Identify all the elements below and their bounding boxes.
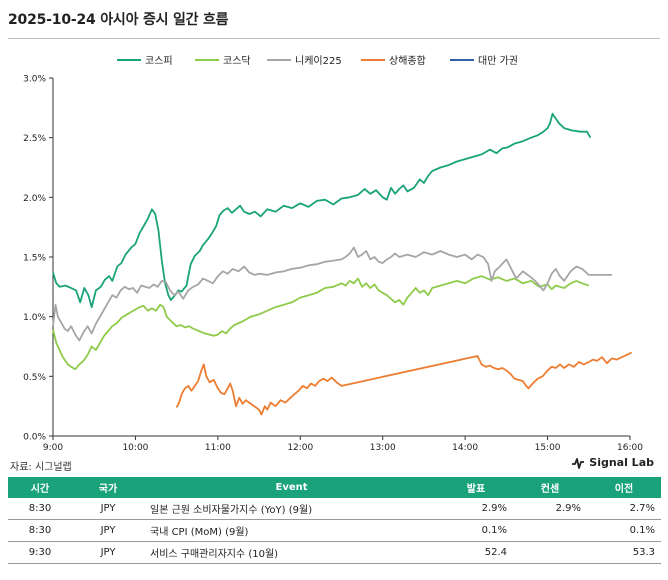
header-time: 시간 — [30, 484, 50, 495]
legend-label: 니케이225 — [295, 55, 342, 67]
economic-events-table: 시간 국가 Event 발표 컨센 이전 8:30 JPY 일본 근원 소비자물… — [8, 477, 661, 564]
cell-event: 국내 CPI (MoM) (9월) — [144, 519, 439, 542]
table-row: 8:30 JPY 국내 CPI (MoM) (9월) 0.1% 0.1% — [8, 519, 661, 542]
header-country: 국가 — [98, 484, 118, 495]
signal-icon — [572, 457, 585, 469]
y-tick-label: 1.5% — [23, 254, 46, 264]
y-tick-label: 0.0% — [23, 433, 46, 443]
y-tick-label: 0.5% — [23, 373, 46, 383]
x-tick-label: 10:00 — [122, 443, 148, 453]
cell-event: 일본 근원 소비자물가지수 (YoY) (9월) — [144, 498, 439, 520]
cell-previous: 53.3 — [587, 541, 661, 564]
header-previous: 이전 — [614, 484, 634, 495]
legend-label: 코스닥 — [223, 55, 251, 67]
legend-label: 대만 가권 — [478, 55, 518, 67]
market-line-chart: 코스피 코스닥 니케이225 상해종합 대만 가권 0.0% 0.5% 1.0% 1.5% 2.0… — [23, 54, 643, 453]
cell-consensus — [513, 519, 587, 542]
cell-time: 9:30 — [8, 541, 72, 564]
cell-country: JPY — [72, 498, 144, 520]
brand-name: Signal Lab — [589, 456, 654, 469]
legend-label: 코스피 — [145, 55, 173, 67]
page-title: 2025-10-24 아시아 증시 일간 흐름 — [8, 12, 229, 28]
cell-time: 8:30 — [8, 498, 72, 520]
title-divider — [8, 38, 660, 39]
cell-consensus — [513, 541, 587, 564]
cell-actual: 2.9% — [439, 498, 513, 520]
header-consensus: 컨센 — [540, 484, 560, 495]
cell-time: 8:30 — [8, 519, 72, 542]
y-tick-label: 2.0% — [23, 194, 46, 204]
x-tick-label: 12:00 — [287, 443, 313, 453]
x-tick-label: 13:00 — [370, 443, 396, 453]
series-line — [52, 246, 612, 342]
series-line — [175, 351, 632, 416]
cell-previous: 0.1% — [587, 519, 661, 542]
series-line — [52, 275, 590, 371]
table-row: 9:30 JPY 서비스 구매관리자지수 (10월) 52.4 53.3 — [8, 541, 661, 564]
table-row: 8:30 JPY 일본 근원 소비자물가지수 (YoY) (9월) 2.9% 2… — [8, 498, 661, 520]
x-tick-label: 15:00 — [535, 443, 561, 453]
legend-label: 상해종합 — [389, 54, 426, 67]
x-tick-label: 9:00 — [43, 443, 63, 453]
header-actual: 발표 — [466, 484, 486, 495]
cell-actual: 52.4 — [439, 541, 513, 564]
source-note: 자료: 시그널랩 — [10, 462, 72, 473]
brand-logo: Signal Lab — [571, 456, 654, 469]
cell-event: 서비스 구매관리자지수 (10월) — [144, 541, 439, 564]
series-line — [52, 112, 592, 309]
table-header-row: 시간 국가 Event 발표 컨센 이전 — [8, 477, 661, 498]
x-tick-label: 16:00 — [617, 443, 643, 453]
cell-consensus: 2.9% — [513, 498, 587, 520]
x-tick-label: 11:00 — [205, 443, 231, 453]
cell-previous: 2.7% — [587, 498, 661, 520]
y-tick-label: 3.0% — [23, 75, 46, 85]
header-event: Event — [275, 482, 308, 493]
cell-country: JPY — [72, 541, 144, 564]
cell-country: JPY — [72, 519, 144, 542]
x-tick-label: 14:00 — [452, 443, 478, 453]
y-tick-label: 1.0% — [23, 313, 46, 323]
cell-actual: 0.1% — [439, 519, 513, 542]
y-tick-label: 2.5% — [23, 134, 46, 144]
